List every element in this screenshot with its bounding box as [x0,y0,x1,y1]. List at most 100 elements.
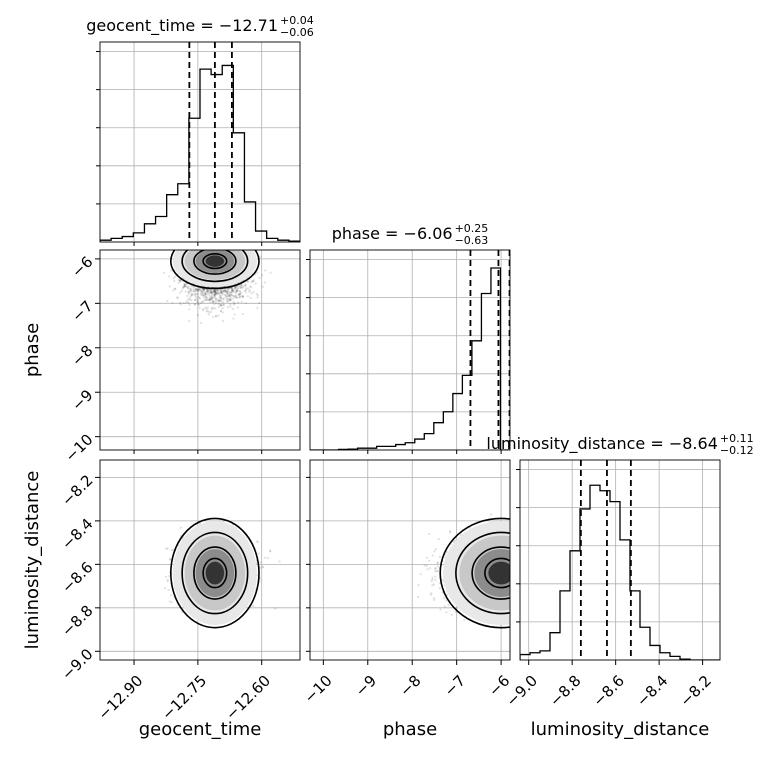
sample-point [436,569,439,573]
sample-point [231,523,234,526]
sample-point [245,287,248,290]
sample-point [220,300,223,303]
histogram-bar [122,237,133,242]
sample-point [214,315,218,318]
sample-point [257,552,260,555]
sample-point [226,290,229,293]
sample-point [204,292,207,295]
sample-point [219,309,223,312]
title-phase: phase = −6.06 +0.25 [332,222,489,243]
sample-point [231,307,235,311]
sample-point [187,297,190,300]
sample-point [186,299,189,302]
sample-point [193,294,197,297]
sample-point [168,275,171,278]
histogram-bar [405,443,415,450]
sample-point [224,296,227,299]
sample-point [199,301,202,304]
sample-point [442,596,446,600]
sample-point [448,531,452,534]
sample-point [196,289,199,292]
sample-point [489,513,493,516]
sample-point [233,287,236,290]
title-lower-phase: −0.63 [455,234,489,247]
sample-point [187,301,190,304]
sample-point [229,305,232,308]
sample-point [188,308,191,311]
sample-point [242,286,245,289]
sample-point [198,522,202,525]
sample-point [185,282,189,286]
sample-point [239,287,242,290]
sample-point [258,301,261,305]
sample-point [219,291,222,294]
sample-point [236,289,239,293]
sample-point [176,296,179,299]
sample-point [269,550,272,553]
sample-point [434,567,437,570]
density-group [162,250,272,324]
sample-point [208,292,211,295]
sample-point [237,284,240,288]
sample-point [185,301,188,304]
sample-point [255,540,258,543]
sample-point [214,292,217,295]
sample-point [227,294,230,297]
sample-point [229,303,232,306]
sample-point [226,295,229,298]
sample-point [450,613,453,616]
sample-point [217,292,220,295]
sample-point [189,295,192,299]
sample-point [208,311,211,314]
sample-point [212,300,215,304]
sample-point [219,303,222,306]
sample-point [441,578,444,582]
sample-point [212,307,215,310]
sample-point [227,297,230,300]
sample-point [194,296,198,299]
sample-point [164,575,168,578]
sample-point [193,303,197,306]
sample-point [179,279,182,282]
sample-point [230,294,234,297]
sample-point [198,303,201,306]
sample-point [246,280,250,283]
sample-point [172,277,175,280]
sample-point [429,593,432,596]
sample-point [192,290,195,293]
sample-point [233,286,237,289]
sample-point [207,313,210,316]
sample-point [234,295,237,298]
sample-point [237,293,240,296]
sample-point [219,294,222,297]
sample-point [198,297,202,300]
sample-point [232,303,235,306]
sample-point [193,290,196,293]
sample-point [206,292,209,295]
sample-point [278,560,281,563]
sample-point [240,286,243,289]
sample-point [211,299,214,302]
sample-point [234,294,237,297]
sample-point [162,271,166,274]
sample-point [243,289,246,292]
sample-point [212,289,215,292]
sample-point [428,567,431,570]
sample-point [231,287,234,291]
sample-point [214,299,217,302]
sample-point [195,289,198,292]
sample-point [436,561,439,564]
sample-point [205,307,208,311]
scatter-panel-phase-luminosity_distance [309,459,511,661]
sample-point [430,580,433,583]
sample-point [197,287,200,291]
sample-point [241,294,245,298]
sample-point [224,289,227,292]
sample-point [258,276,261,280]
sample-point [209,289,212,292]
histogram-bar [424,434,434,450]
histogram-bar [200,69,211,242]
sample-point [214,291,217,294]
density-level [205,255,225,267]
sample-point [213,294,216,297]
